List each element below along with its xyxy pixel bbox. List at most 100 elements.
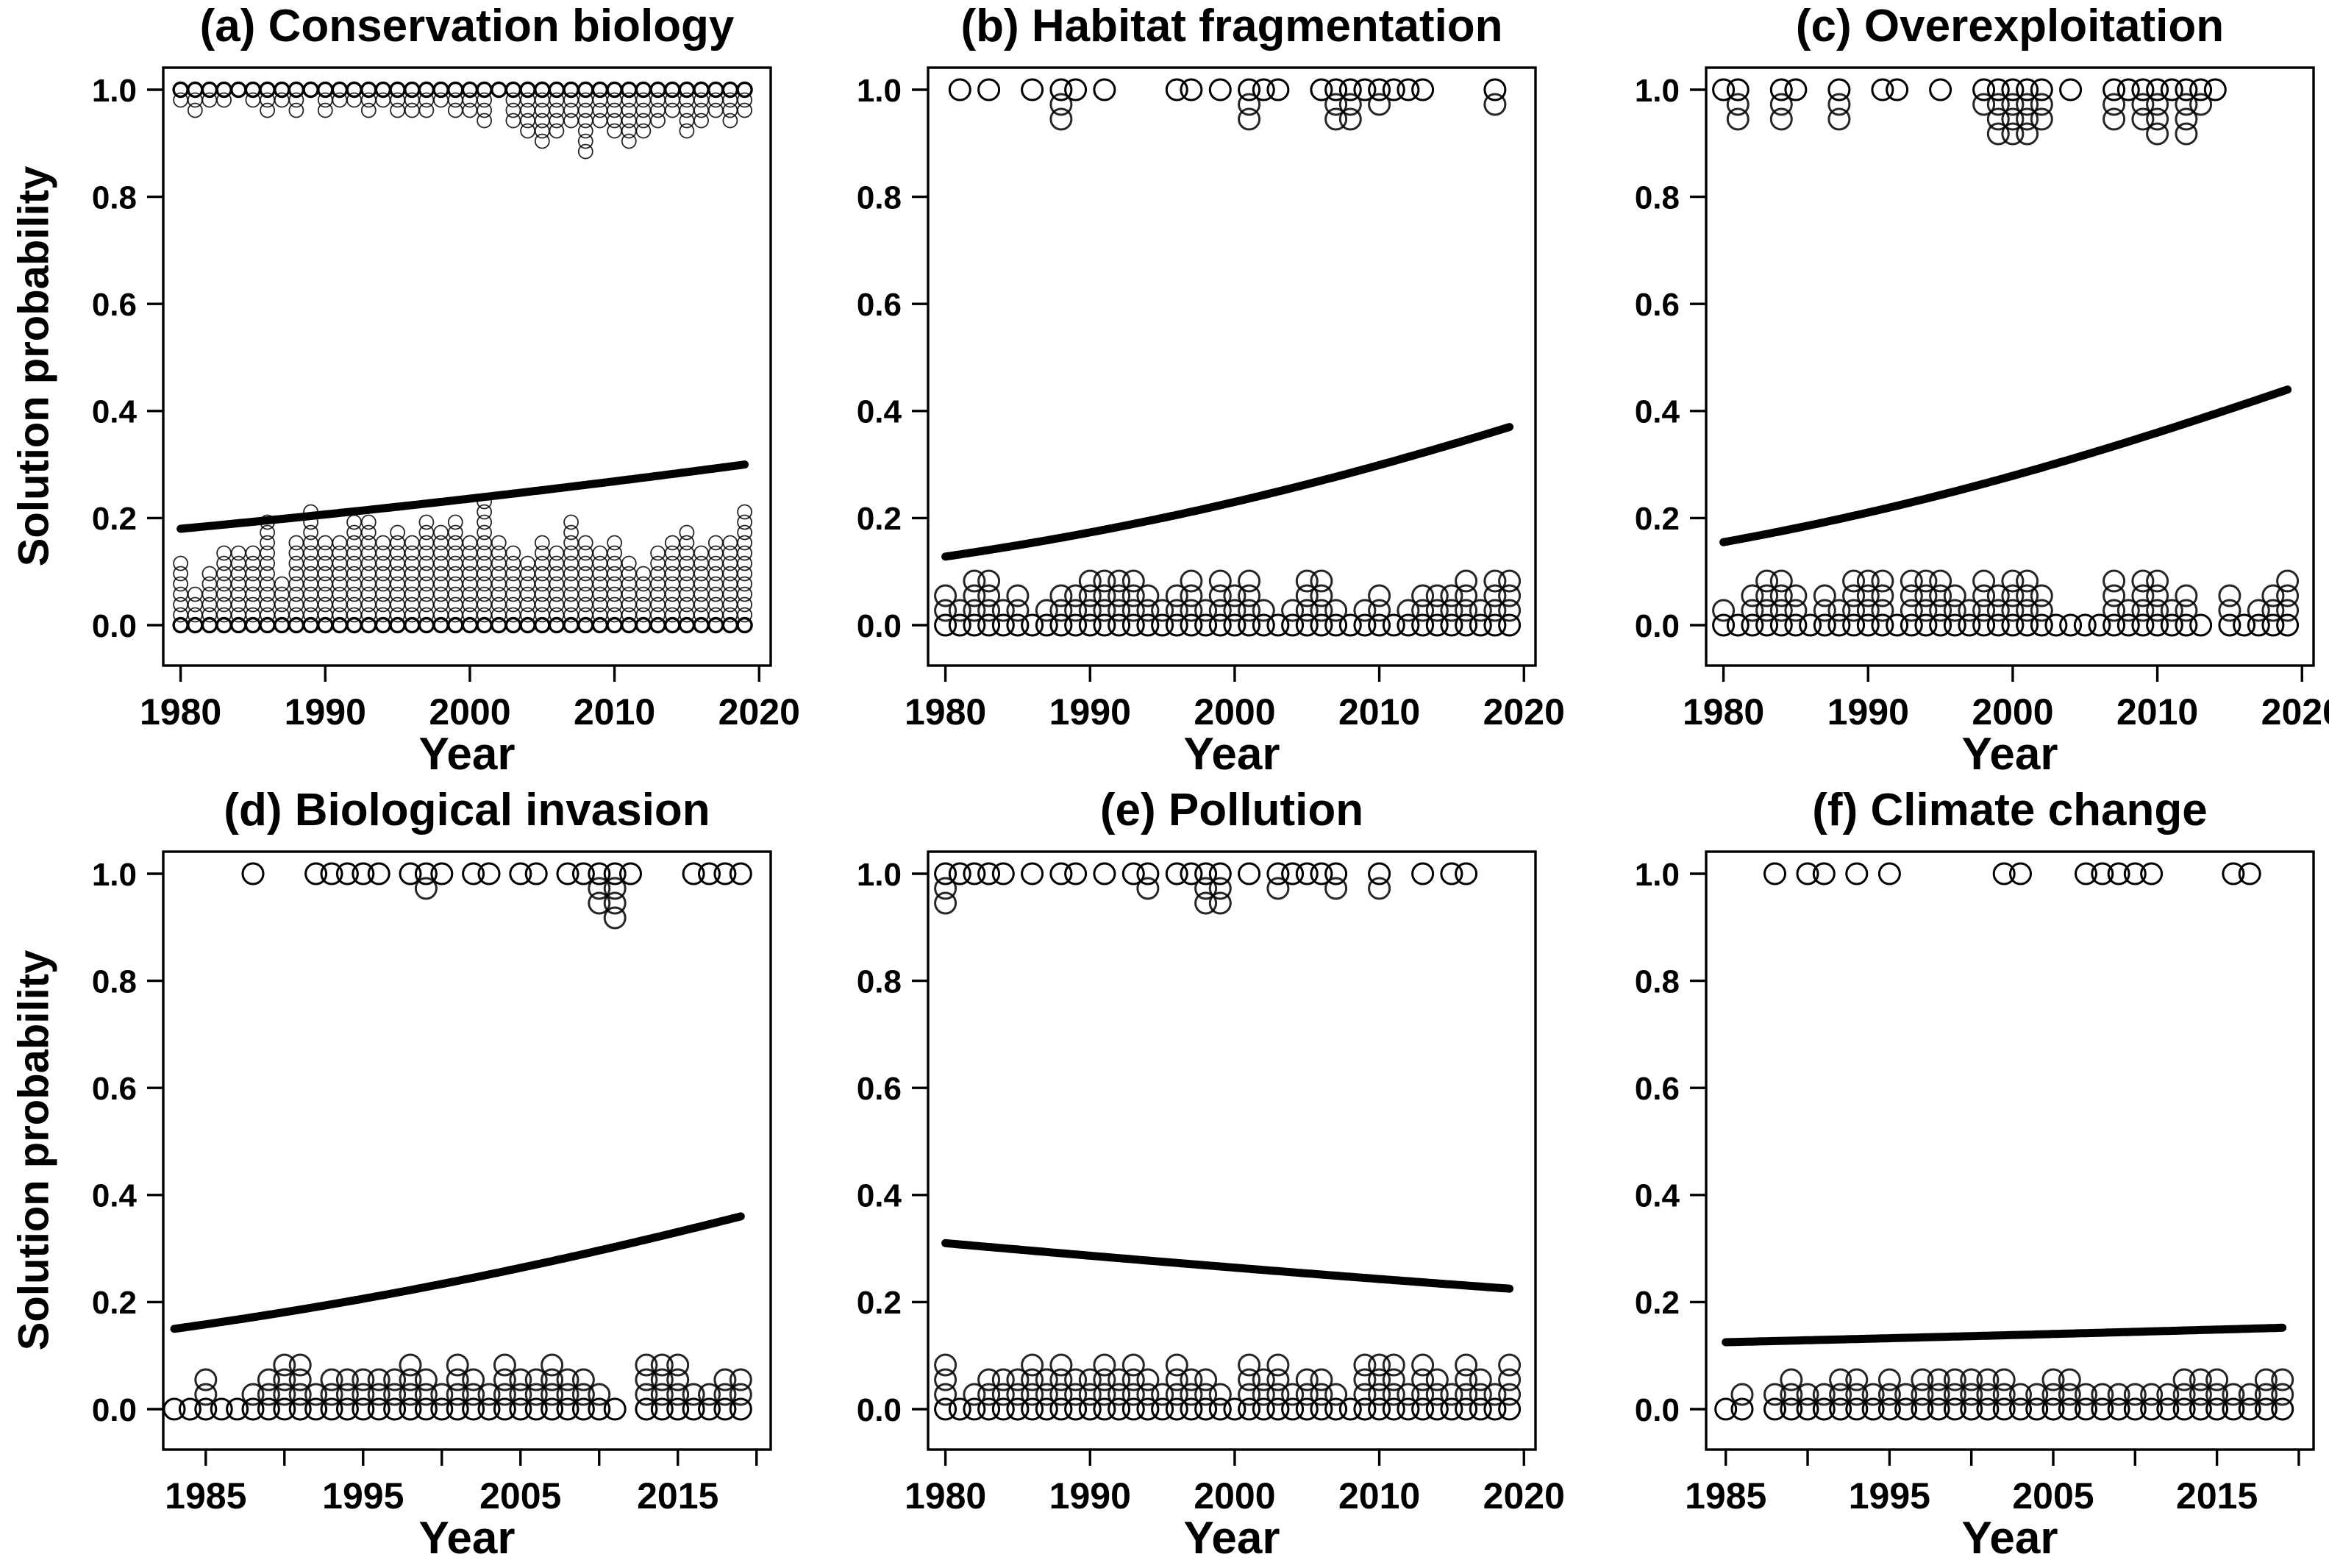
point-one [477,113,492,129]
point-one [679,123,695,139]
point-zero [1108,584,1131,607]
point-one [320,862,343,885]
point-zero [1455,1368,1478,1391]
point-zero [1180,1397,1203,1421]
x-tick-label: 2000 [1194,1475,1275,1517]
point-zero [1238,1353,1261,1377]
point-one [1769,107,1793,131]
point-zero [245,545,261,561]
point-zero [1295,1368,1319,1391]
point-zero [2001,584,2025,607]
point-zero [1165,1383,1188,1406]
point-zero [1763,1383,1786,1406]
point-one [491,81,507,99]
point-zero [1035,613,1058,637]
point-zero [230,545,246,561]
point-zero [1266,613,1290,637]
point-zero [1208,1383,1232,1406]
point-zero [1730,1383,1754,1406]
point-zero [1208,599,1232,622]
y-tick-label: 0.6 [92,287,137,323]
y-tick-label: 1.0 [92,857,137,893]
point-zero [446,1397,469,1421]
point-zero [1796,1383,1819,1406]
point-zero [2247,613,2270,637]
point-zero [592,545,608,561]
point-zero [963,584,986,607]
point-one [2160,78,2183,101]
point-one [1295,862,1319,885]
point-one [1812,862,1836,885]
point-zero [1861,1383,1885,1406]
x-tick-label: 2020 [718,691,800,733]
point-one [216,92,232,108]
point-one [2059,78,2083,101]
point-zero [257,1368,280,1391]
point-zero [1498,1368,1522,1391]
point-zero [1972,569,1996,593]
point-zero [1755,613,1779,637]
point-one [1252,78,1275,101]
point-zero [736,616,753,634]
point-zero [2189,1397,2212,1421]
point-zero [1353,1383,1377,1406]
point-one [332,92,348,108]
point-one [375,92,391,108]
point-zero [1151,1397,1174,1421]
point-zero [588,1397,611,1421]
point-zero [1310,613,1333,637]
point-zero [2059,613,2083,637]
point-one [934,877,957,900]
point-zero [963,599,986,622]
point-one [1194,891,1218,915]
plot-box [162,850,772,1451]
point-zero [1726,613,1750,637]
point-one [2102,107,2126,131]
point-zero [563,524,579,541]
point-zero [1295,569,1319,593]
point-one [173,92,189,108]
point-zero [414,1397,438,1421]
point-one [682,862,705,885]
point-zero [2189,613,2213,637]
point-zero [1208,569,1232,593]
point-zero [1324,613,1348,637]
point-zero [1049,584,1073,607]
point-zero [2156,1397,2180,1421]
point-one [737,92,752,108]
point-zero [635,1353,658,1377]
point-zero [1310,1368,1333,1391]
point-zero [2271,1368,2294,1391]
point-zero [257,1397,280,1421]
y-axis-label-row2: Solution probability [10,949,58,1351]
point-zero [1382,1368,1405,1391]
point-zero [1455,1353,1478,1377]
point-zero [288,1397,312,1421]
point-zero [679,535,695,551]
point-zero [1958,613,1981,637]
point-one [2189,93,2213,116]
point-zero [320,1383,343,1406]
point-one [302,81,319,99]
point-zero [1498,599,1522,622]
point-zero [1755,599,1779,622]
point-one [577,123,593,139]
point-zero [977,569,1001,593]
point-zero [1353,1353,1377,1377]
point-one [1266,862,1290,885]
point-one [1238,862,1261,885]
point-zero [2146,569,2169,593]
point-zero [446,1368,469,1391]
point-one [230,81,247,99]
point-zero [2254,1383,2278,1406]
point-zero [737,504,752,520]
panel-d: 0.0 0.2 0.4 0.6 0.8 1.0 1985 1995 2005 2015 [92,850,772,1517]
point-zero [1078,1383,1102,1406]
trend-line [1719,385,2292,546]
y-tick-label: 0.6 [857,287,902,323]
point-one [414,877,438,900]
point-zero [304,1383,328,1406]
point-zero [1455,1383,1478,1406]
point-zero [1049,1397,1073,1421]
panel-e-title: (e) Pollution [1099,785,1364,835]
